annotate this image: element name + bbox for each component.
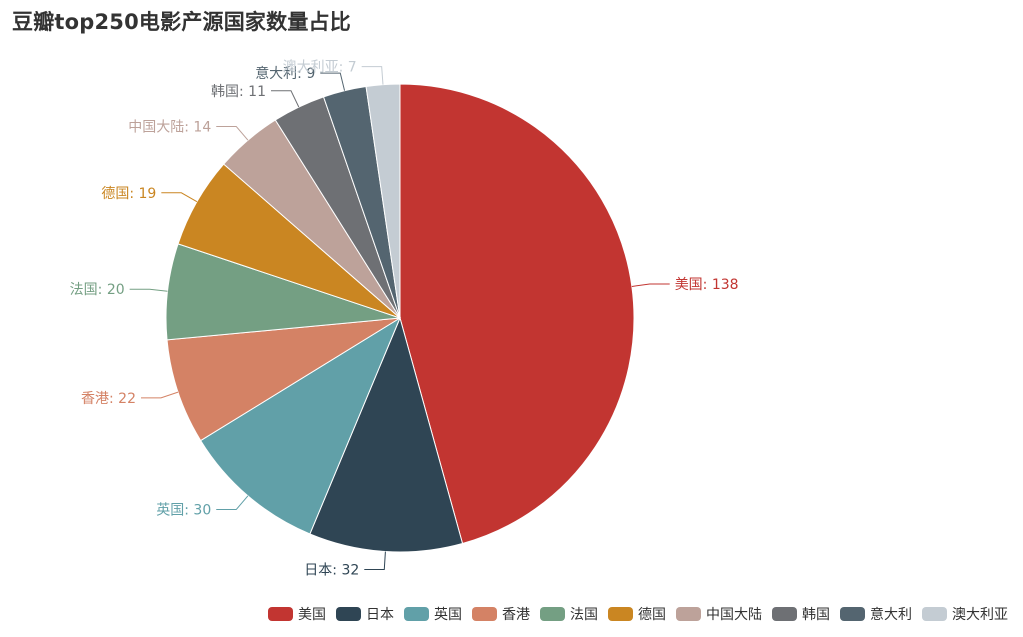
- label-line-4: [129, 288, 168, 292]
- legend-item-0[interactable]: 美国: [268, 607, 326, 623]
- slice-label-9: 澳大利亚: 7: [283, 60, 357, 76]
- legend-label-3: 香港: [502, 607, 530, 623]
- label-line-7: [270, 90, 300, 108]
- legend-item-8[interactable]: 意大利: [840, 606, 912, 623]
- legend-label-2: 英国: [434, 606, 462, 623]
- legend-swatch-4: [540, 607, 565, 621]
- label-line-9: [361, 66, 384, 85]
- label-line-6: [216, 125, 249, 141]
- label-line-1: [364, 551, 386, 571]
- slice-label-1: 日本: 32: [304, 563, 359, 579]
- legend-item-2[interactable]: 英国: [404, 606, 462, 623]
- legend-item-1[interactable]: 日本: [336, 607, 394, 623]
- slice-label-0: 美国: 138: [675, 277, 739, 293]
- legend-item-6[interactable]: 中国大陆: [676, 607, 762, 623]
- legend-swatch-7: [772, 607, 797, 621]
- slice-label-4: 法国: 20: [70, 282, 125, 298]
- slice-label-5: 德国: 19: [101, 186, 156, 202]
- legend-swatch-1: [336, 607, 361, 621]
- pie-slice-1[interactable]: [309, 316, 464, 553]
- pie-slice-3[interactable]: [166, 317, 401, 442]
- legend-swatch-9: [922, 607, 947, 621]
- legend-item-5[interactable]: 德国: [608, 607, 666, 623]
- label-line-2: [216, 495, 249, 511]
- legend-label-6: 中国大陆: [706, 607, 762, 623]
- slice-labels: 美国: 138 日本: 32 英国: 30 香港: 22 法国: 20 德国: 19 中国大…: [70, 60, 739, 579]
- slice-label-2: 英国: 30: [156, 502, 211, 519]
- legend-label-9: 澳大利亚: [952, 607, 1008, 623]
- slice-label-7: 韩国: 11: [211, 84, 266, 100]
- legend-label-8: 意大利: [870, 606, 912, 623]
- slice-label-6: 中国大陆: 14: [128, 119, 211, 135]
- label-line-0: [631, 283, 670, 287]
- legend-label-1: 日本: [366, 607, 394, 623]
- legend-swatch-8: [840, 607, 865, 621]
- legend-swatch-6: [676, 607, 701, 621]
- legend-label-0: 美国: [298, 607, 326, 623]
- pie-slices: [165, 83, 635, 553]
- legend-swatch-2: [404, 607, 429, 621]
- slice-label-8: 意大利: 9: [255, 65, 315, 82]
- legend-label-7: 韩国: [802, 607, 830, 623]
- legend-swatch-5: [608, 607, 633, 621]
- legend-label-5: 德国: [638, 607, 666, 623]
- pie-slice-0[interactable]: [399, 83, 635, 545]
- legend-swatch-0: [268, 607, 293, 621]
- legend-swatch-3: [472, 607, 497, 621]
- legend-item-7[interactable]: 韩国: [772, 607, 830, 623]
- label-line-5: [161, 192, 198, 203]
- slice-label-3: 香港: 22: [81, 391, 136, 407]
- label-line-8: [320, 72, 346, 91]
- label-line-3: [140, 391, 179, 399]
- chart-title: 豆瓣top250电影产源国家数量占比: [12, 10, 351, 34]
- legend-item-4[interactable]: 法国: [540, 607, 598, 623]
- legend: 美国 日本 英国 香港 法国 德国 中国大陆 韩国 意大利 澳大利亚: [268, 606, 1008, 623]
- legend-item-3[interactable]: 香港: [472, 607, 530, 623]
- legend-item-9[interactable]: 澳大利亚: [922, 607, 1008, 623]
- legend-label-4: 法国: [570, 607, 598, 623]
